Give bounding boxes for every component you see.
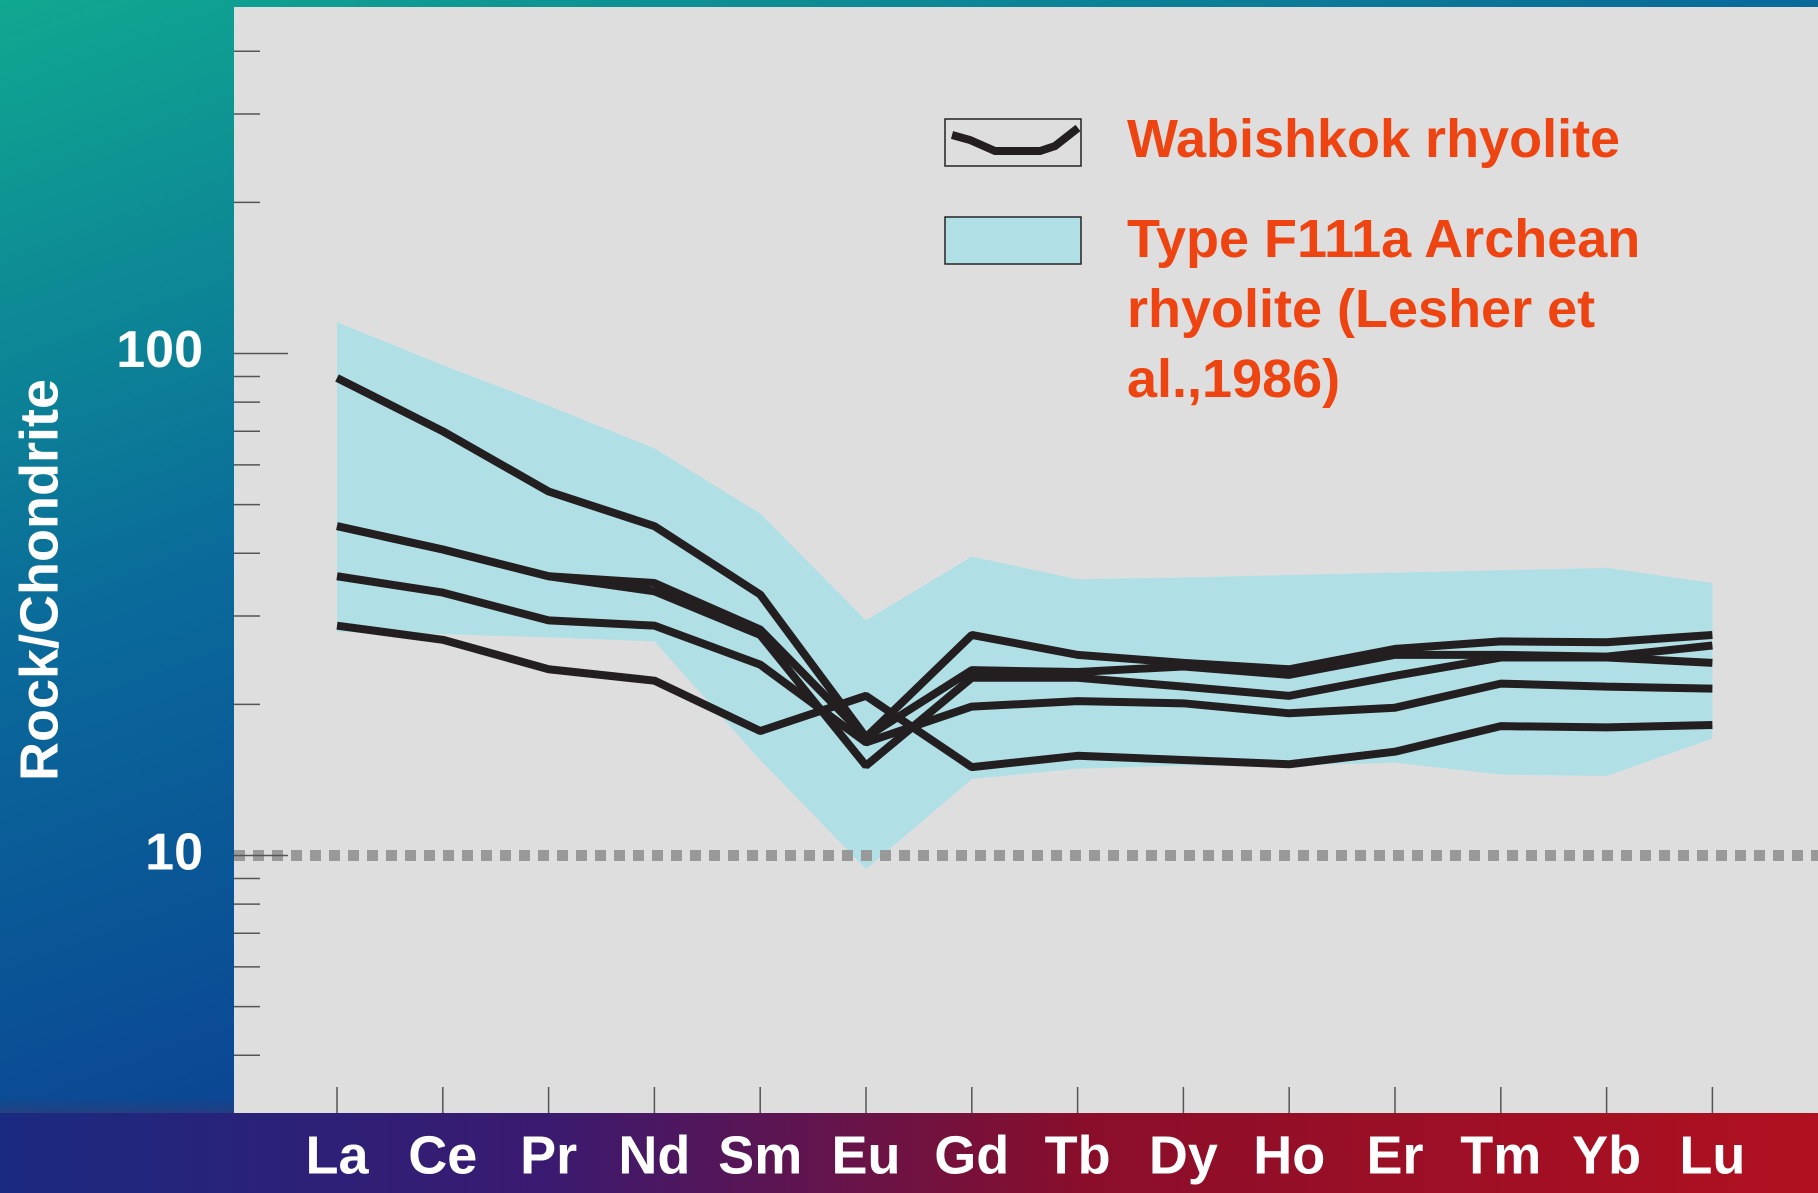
x-tick-label: Eu <box>831 1125 900 1185</box>
x-tick-label: Yb <box>1572 1125 1641 1185</box>
bottom-strip <box>0 1113 1818 1193</box>
sample-line <box>336 572 1713 747</box>
x-tick-label: Sm <box>718 1125 802 1185</box>
y-axis-label: Rock/Chondrite <box>9 379 69 781</box>
x-tick-label: La <box>305 1125 369 1185</box>
x-tick-label: Lu <box>1679 1125 1745 1185</box>
sample-line <box>335 374 1713 741</box>
range-band <box>337 322 1713 870</box>
x-tick-label: Nd <box>618 1125 690 1185</box>
x-tick-label: Tb <box>1045 1125 1111 1185</box>
legend: Wabishkok rhyolite Type F111a Archean rh… <box>1127 104 1777 444</box>
x-tick-label: Er <box>1366 1125 1423 1185</box>
legend-band-box <box>944 216 1082 265</box>
y-tick-label: 10 <box>145 823 203 881</box>
x-tick-label: Ho <box>1253 1125 1325 1185</box>
x-tick-label: Tm <box>1460 1125 1541 1185</box>
x-tick-label: Gd <box>934 1125 1009 1185</box>
y-tick-label: 100 <box>116 321 203 379</box>
legend-line-sample <box>950 124 1081 155</box>
x-tick-label: Pr <box>520 1125 577 1185</box>
legend-line-box <box>944 118 1082 167</box>
legend-entry: Type F111a Archean rhyolite (Lesher et a… <box>1127 209 1641 409</box>
sample-line <box>336 621 1713 772</box>
sample-line <box>336 522 1713 769</box>
x-tick-label: Ce <box>408 1125 477 1185</box>
x-tick-label: Dy <box>1149 1125 1218 1185</box>
legend-entry: Wabishkok rhyolite <box>1127 109 1621 169</box>
